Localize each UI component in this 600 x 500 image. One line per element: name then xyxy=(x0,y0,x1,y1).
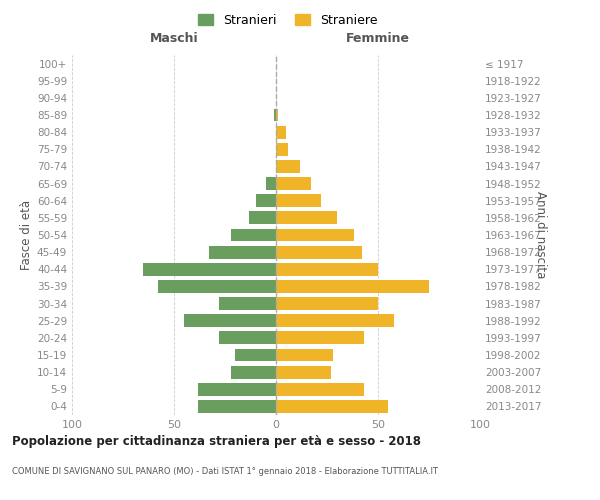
Bar xyxy=(276,383,364,396)
Bar xyxy=(276,177,311,190)
Text: Popolazione per cittadinanza straniera per età e sesso - 2018: Popolazione per cittadinanza straniera p… xyxy=(12,435,421,448)
Bar xyxy=(276,160,301,173)
Bar xyxy=(219,332,276,344)
Text: Femmine: Femmine xyxy=(346,32,410,44)
Bar xyxy=(276,348,333,362)
Bar xyxy=(276,263,378,276)
Bar xyxy=(266,177,276,190)
Bar xyxy=(256,194,276,207)
Bar xyxy=(276,366,331,378)
Bar xyxy=(276,143,288,156)
Bar xyxy=(209,246,276,258)
Bar xyxy=(250,212,276,224)
Bar xyxy=(276,246,362,258)
Bar xyxy=(276,194,321,207)
Bar xyxy=(199,400,276,413)
Bar xyxy=(276,108,278,122)
Bar xyxy=(276,228,353,241)
Bar xyxy=(274,108,276,122)
Bar xyxy=(231,228,276,241)
Bar xyxy=(276,314,394,327)
Bar xyxy=(231,366,276,378)
Text: Maschi: Maschi xyxy=(149,32,199,44)
Bar xyxy=(158,280,276,293)
Bar xyxy=(235,348,276,362)
Text: COMUNE DI SAVIGNANO SUL PANARO (MO) - Dati ISTAT 1° gennaio 2018 - Elaborazione : COMUNE DI SAVIGNANO SUL PANARO (MO) - Da… xyxy=(12,468,438,476)
Y-axis label: Fasce di età: Fasce di età xyxy=(20,200,33,270)
Bar xyxy=(184,314,276,327)
Bar xyxy=(276,212,337,224)
Bar xyxy=(199,383,276,396)
Bar xyxy=(276,400,388,413)
Legend: Stranieri, Straniere: Stranieri, Straniere xyxy=(193,8,383,32)
Bar xyxy=(219,297,276,310)
Bar xyxy=(276,280,429,293)
Bar xyxy=(276,126,286,138)
Y-axis label: Anni di nascita: Anni di nascita xyxy=(534,192,547,278)
Bar xyxy=(143,263,276,276)
Bar xyxy=(276,332,364,344)
Bar xyxy=(276,297,378,310)
